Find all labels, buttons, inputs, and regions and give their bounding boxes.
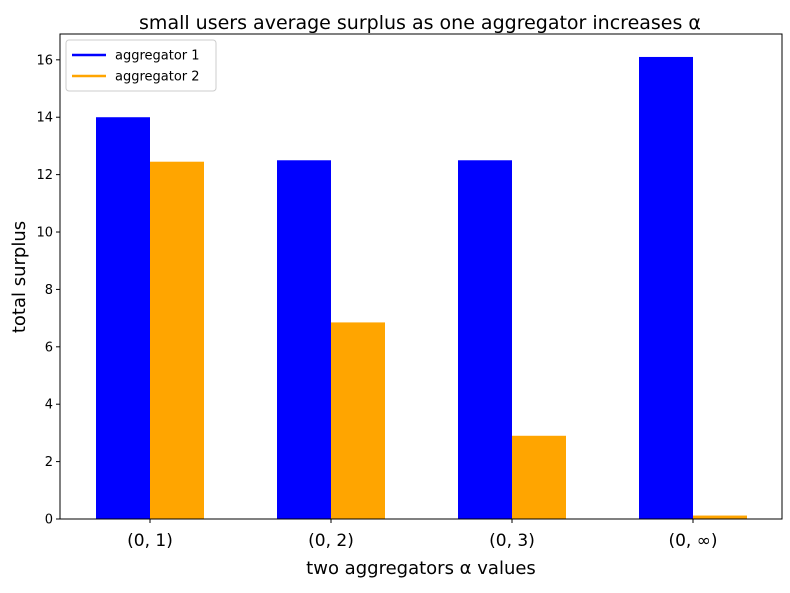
- y-tick-label: 8: [45, 283, 53, 298]
- x-tick-label: (0, ∞): [668, 531, 717, 551]
- bar-series-1-cat-4: [639, 56, 693, 519]
- x-axis-label: two aggregators α values: [306, 558, 536, 579]
- legend-items: aggregator 1 aggregator 2: [72, 49, 200, 85]
- y-tick-label: 16: [36, 53, 53, 68]
- y-tick-label: 0: [45, 513, 53, 528]
- bar-series-2-cat-4: [693, 515, 747, 519]
- legend-box: [65, 39, 217, 92]
- bar-series-1-cat-2: [277, 160, 331, 519]
- bar-series-2-cat-1: [150, 161, 204, 520]
- bar-series-1-cat-3: [458, 160, 512, 519]
- bar-series-1-cat-1: [96, 117, 150, 519]
- legend: aggregator 1 aggregator 2: [65, 39, 217, 92]
- legend-label: aggregator 2: [115, 70, 200, 85]
- y-tick-label: 12: [36, 168, 53, 183]
- y-tick-label: 10: [36, 226, 53, 241]
- x-tick-label: (0, 1): [127, 531, 173, 551]
- y-tick-label: 14: [36, 111, 53, 126]
- y-axis-ticks: 0 2 4 6 8 10 12 14 16: [36, 53, 60, 528]
- bar-series-2-cat-3: [512, 435, 566, 519]
- bar-series-2-cat-2: [331, 322, 385, 519]
- bars-layer: [96, 56, 747, 520]
- legend-label: aggregator 1: [115, 49, 200, 64]
- chart-title: small users average surplus as one aggre…: [139, 12, 701, 34]
- x-tick-label: (0, 2): [308, 531, 354, 551]
- x-tick-label: (0, 3): [489, 531, 535, 551]
- y-tick-label: 2: [45, 455, 53, 470]
- y-axis-label: total surplus: [9, 221, 30, 333]
- y-tick-label: 6: [45, 340, 53, 355]
- x-axis-ticks: (0, 1) (0, 2) (0, 3) (0, ∞): [127, 519, 718, 551]
- plot-frame: [59, 33, 783, 520]
- y-tick-label: 4: [45, 398, 53, 413]
